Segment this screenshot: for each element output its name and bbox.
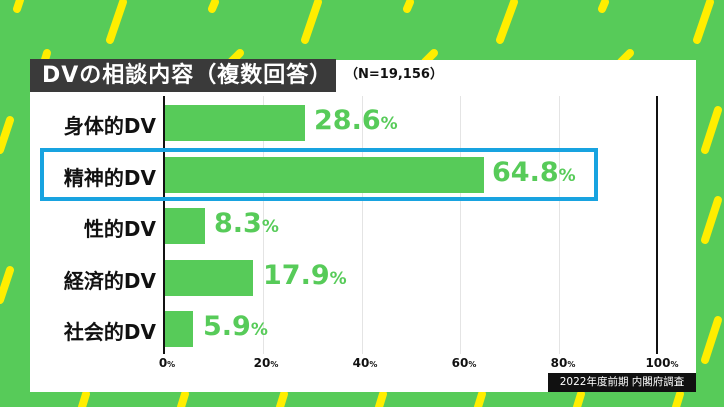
highlight-box [40, 148, 598, 201]
chart-panel [30, 60, 696, 392]
y-axis-line [163, 96, 165, 354]
x-tick: 60% [451, 356, 477, 370]
category-label: 社会的DV [63, 320, 156, 344]
x-tick: 40% [352, 356, 378, 370]
category-label: 性的DV [83, 217, 156, 241]
gridline-40 [362, 96, 363, 354]
x-tick: 80% [550, 356, 576, 370]
category-label: 精神的DV [63, 166, 156, 190]
bar-sexual [165, 208, 205, 244]
value-label: 28.6% [314, 105, 398, 136]
x-tick: 0% [158, 356, 176, 370]
value-label: 17.9% [263, 260, 347, 291]
bar-social [165, 311, 193, 347]
bar-economic [165, 260, 253, 296]
gridline-80 [559, 96, 560, 354]
category-label: 身体的DV [63, 114, 156, 138]
chart-title: DVの相談内容（複数回答） [30, 59, 336, 92]
value-label: 5.9% [203, 311, 268, 342]
sample-size: （N=19,156） [345, 67, 443, 82]
source-badge: 2022年度前期 内閣府調査 [548, 373, 696, 392]
value-label: 8.3% [214, 208, 279, 239]
bar-physical [165, 105, 305, 141]
category-label: 経済的DV [63, 269, 156, 293]
gridline-20 [263, 96, 264, 354]
axis-100-line [656, 96, 658, 354]
x-tick: 20% [253, 356, 279, 370]
value-label: 64.8% [492, 157, 576, 188]
gridline-60 [460, 96, 461, 354]
x-tick: 100% [645, 356, 679, 370]
bar-psychological [165, 157, 484, 193]
